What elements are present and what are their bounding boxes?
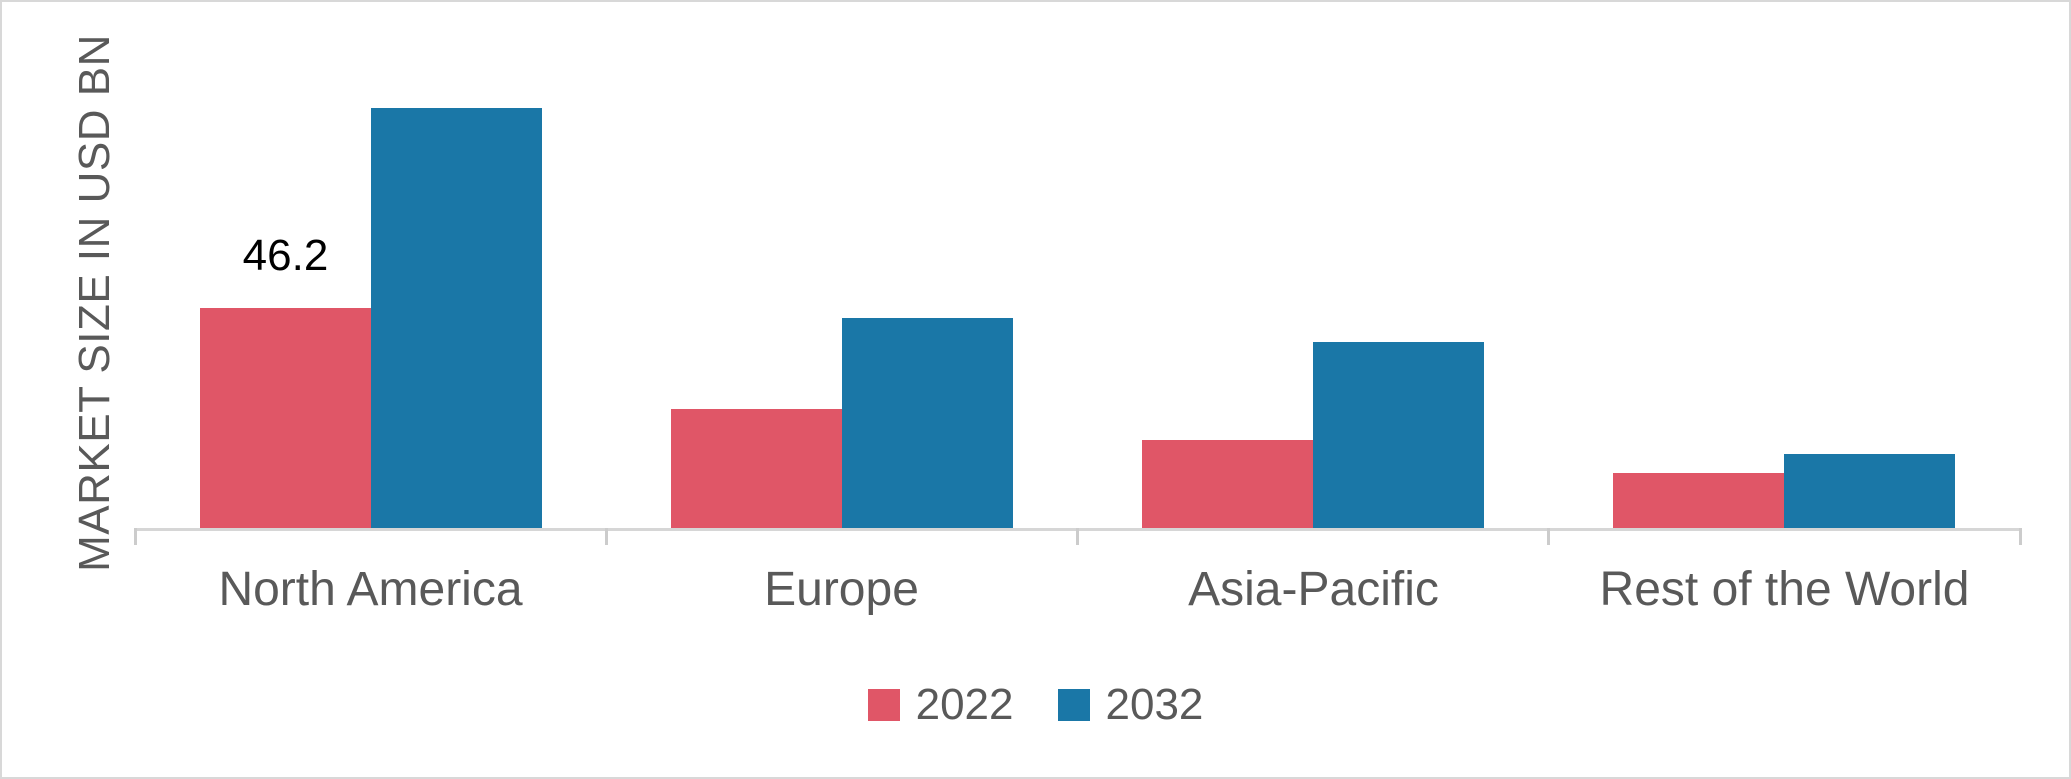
bar-2032-rest-of-the-world xyxy=(1784,454,1955,528)
legend-label-2032: 2032 xyxy=(1105,680,1204,729)
x-axis-tick xyxy=(2019,528,2022,545)
bar-2032-north-america xyxy=(371,108,542,528)
x-axis-tick xyxy=(1547,528,1550,545)
x-axis-tick xyxy=(605,528,608,545)
bar-2022-north-america xyxy=(200,308,371,528)
x-axis-tick xyxy=(1076,528,1079,545)
legend-item-2022: 2022 xyxy=(867,680,1014,730)
bar-2032-asia-pacific xyxy=(1313,342,1484,528)
x-axis-label-europe: Europe xyxy=(764,563,919,616)
bar-2022-rest-of-the-world xyxy=(1613,473,1784,528)
bar-2032-europe xyxy=(842,318,1013,528)
bar-2022-asia-pacific xyxy=(1142,440,1313,528)
bar-2022-europe xyxy=(671,409,842,528)
legend-swatch-2032 xyxy=(1057,689,1090,721)
x-axis-label-north-america: North America xyxy=(218,563,523,616)
data-label-2022-north-america: 46.2 xyxy=(242,231,329,280)
legend-item-2032: 2032 xyxy=(1057,680,1204,730)
x-axis-label-rest-of-the-world: Rest of the World xyxy=(1599,563,1970,616)
x-axis-tick xyxy=(134,528,137,545)
x-axis-label-asia-pacific: Asia-Pacific xyxy=(1188,563,1439,616)
legend-swatch-2022 xyxy=(867,689,900,721)
legend: 2022 2032 xyxy=(2,680,2069,730)
legend-label-2022: 2022 xyxy=(915,680,1014,729)
y-axis-title: MARKET SIZE IN USD BN xyxy=(70,34,119,572)
